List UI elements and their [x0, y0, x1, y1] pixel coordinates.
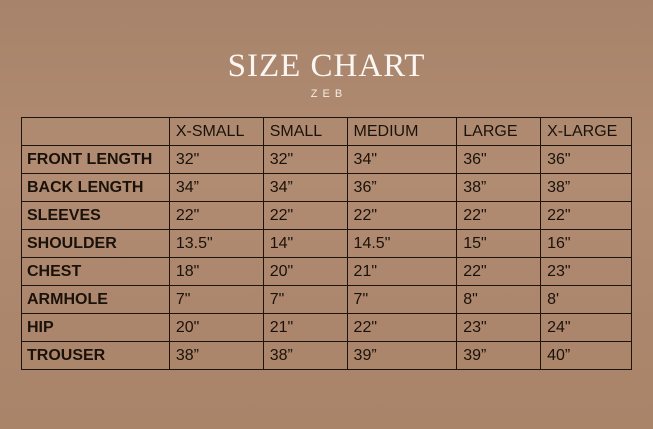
table-cell: 13.5" — [168, 229, 264, 258]
table-cell: 22" — [168, 201, 264, 230]
column-header: MEDIUM — [346, 117, 458, 146]
table-cell: 34" — [346, 145, 458, 174]
table-cell: 7" — [346, 285, 458, 314]
table-cell: 38” — [456, 173, 542, 202]
table-cell: 14" — [262, 229, 348, 258]
table-cell: 20" — [262, 257, 348, 286]
table-cell: 39” — [346, 341, 458, 370]
header-row: X-SMALL SMALL MEDIUM LARGE X-LARGE — [21, 117, 632, 146]
table-cell: 21" — [262, 313, 348, 342]
table-row: SHOULDER 13.5" 14" 14.5" 15" 16" — [21, 229, 632, 258]
table-cell: 34” — [262, 173, 348, 202]
table-cell: 32" — [262, 145, 348, 174]
size-chart-table: X-SMALL SMALL MEDIUM LARGE X-LARGE FRONT LENG… — [21, 117, 632, 370]
row-label: ARMHOLE — [21, 285, 170, 314]
table-cell: 16" — [540, 229, 632, 258]
table-cell: 39” — [456, 341, 542, 370]
table-row: ARMHOLE 7" 7" 7" 8" 8' — [21, 285, 632, 314]
table-cell: 40” — [540, 341, 632, 370]
table-row: HIP 20" 21" 22" 23" 24" — [21, 313, 632, 342]
column-header: SMALL — [262, 117, 348, 146]
table-cell: 22" — [346, 313, 458, 342]
table-cell: 38” — [262, 341, 348, 370]
table-cell: 36" — [456, 145, 542, 174]
table-cell: 22" — [540, 201, 632, 230]
table-cell: 20" — [168, 313, 264, 342]
table-cell: 8" — [456, 285, 542, 314]
row-label: SHOULDER — [21, 229, 170, 258]
table-cell: 36” — [346, 173, 458, 202]
table-row: TROUSER 38” 38” 39” 39” 40” — [21, 341, 632, 370]
page-title: SIZE CHART — [227, 48, 426, 84]
table-cell: 23" — [540, 257, 632, 286]
column-header — [21, 117, 170, 146]
table-cell: 15" — [456, 229, 542, 258]
table-cell: 23" — [456, 313, 542, 342]
row-label: TROUSER — [21, 341, 170, 370]
table-cell: 38” — [168, 341, 264, 370]
row-label: HIP — [21, 313, 170, 342]
table-cell: 18" — [168, 257, 264, 286]
table-cell: 22" — [346, 201, 458, 230]
row-label: CHEST — [21, 257, 170, 286]
row-label: SLEEVES — [21, 201, 170, 230]
row-label: FRONT LENGTH — [21, 145, 170, 174]
table-cell: 21" — [346, 257, 458, 286]
table-cell: 14.5" — [346, 229, 458, 258]
table-cell: 34” — [168, 173, 264, 202]
table-cell: 22" — [456, 201, 542, 230]
row-label: BACK LENGTH — [21, 173, 170, 202]
table-row: BACK LENGTH 34” 34” 36” 38” 38” — [21, 173, 632, 202]
table-row: SLEEVES 22" 22" 22" 22" 22" — [21, 201, 632, 230]
table-cell: 7" — [262, 285, 348, 314]
column-header: LARGE — [456, 117, 542, 146]
table-row: CHEST 18" 20" 21" 22" 23" — [21, 257, 632, 286]
table-cell: 32" — [168, 145, 264, 174]
table-cell: 38” — [540, 173, 632, 202]
column-header: X-LARGE — [540, 117, 632, 146]
table-cell: 36" — [540, 145, 632, 174]
brand-name: ZEB — [310, 88, 348, 100]
table-cell: 7" — [168, 285, 264, 314]
table-cell: 24" — [540, 313, 632, 342]
table-cell: 22" — [456, 257, 542, 286]
column-header: X-SMALL — [168, 117, 264, 146]
table-row: FRONT LENGTH 32" 32" 34" 36" 36" — [21, 145, 632, 174]
table-cell: 22" — [262, 201, 348, 230]
table-cell: 8' — [540, 285, 632, 314]
